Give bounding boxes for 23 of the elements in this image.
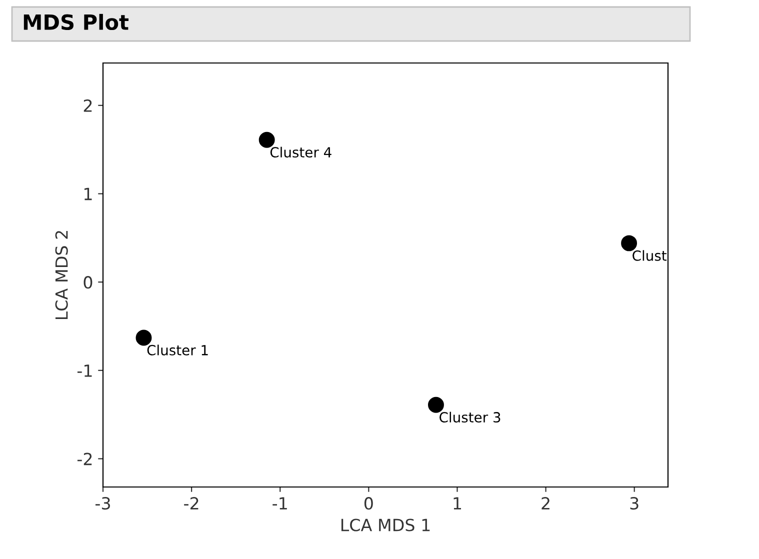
y-tick-label: 0 <box>84 276 92 289</box>
point <box>621 235 638 252</box>
x-tick-label: 0 <box>364 497 373 510</box>
x-tick-label: -2 <box>184 497 198 510</box>
point <box>258 132 275 148</box>
x-tick-label: -1 <box>272 497 287 510</box>
annotation: Cluster 3 <box>440 412 500 423</box>
x-tick-label: 1 <box>454 497 461 510</box>
y-tick-label: -1 <box>77 364 92 377</box>
annotation: Cluster 4 <box>270 146 332 158</box>
y-tick-label: -2 <box>77 452 92 466</box>
annotation: Clust <box>632 250 667 261</box>
x-tick-label: 2 <box>542 497 550 510</box>
y-axis-title: LCA MDS 2 <box>55 231 68 320</box>
point <box>428 396 444 413</box>
chart-title: MDS Plot <box>24 14 128 30</box>
x-axis-title: LCA MDS 1 <box>341 518 430 532</box>
x-tick-label: 3 <box>630 497 638 510</box>
y-tick-label: 1 <box>84 188 92 200</box>
y-tick-label: 2 <box>84 99 92 112</box>
point <box>136 330 152 346</box>
annotation: Cluster 1 <box>147 344 208 356</box>
x-tick-label: -3 <box>96 497 110 510</box>
